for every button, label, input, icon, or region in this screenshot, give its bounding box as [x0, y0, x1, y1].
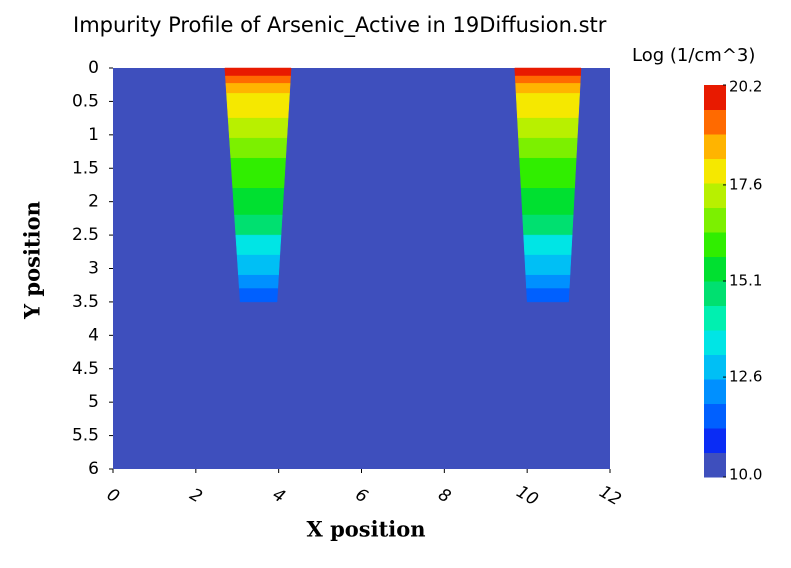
- colorbar-swatch: [704, 428, 726, 453]
- y-tick-label: 2.5: [72, 225, 99, 245]
- x-tick-label: 8: [435, 485, 455, 508]
- y-tick-label: 1: [88, 125, 99, 145]
- contour-band: [229, 137, 288, 159]
- x-axis-label: X position: [306, 517, 425, 542]
- x-tick-label: 6: [352, 485, 372, 508]
- colorbar-title: Log (1/cm^3): [632, 45, 755, 66]
- colorbar-swatch: [704, 452, 726, 478]
- x-tick-label: 10: [513, 482, 542, 510]
- colorbar-swatch: [704, 207, 726, 233]
- contour-band: [234, 214, 283, 236]
- colorbar-swatch: [704, 330, 726, 355]
- contour-band: [522, 214, 574, 236]
- contour-band: [519, 157, 577, 189]
- x-tick-label: 4: [269, 485, 288, 508]
- colorbar-label: 17.6: [729, 175, 762, 193]
- contour-band: [239, 288, 279, 303]
- colorbar-swatch: [704, 232, 726, 257]
- colorbar-label: 10.0: [729, 466, 762, 484]
- x-tick-label: 2: [186, 485, 205, 508]
- y-tick-label: 0.5: [72, 91, 99, 111]
- y-tick-label: 2: [88, 192, 99, 212]
- contour-band: [525, 274, 571, 289]
- colorbar-swatch: [704, 256, 726, 282]
- contour-band: [517, 117, 579, 139]
- contour-band: [515, 83, 581, 94]
- contour-band: [235, 234, 282, 256]
- y-tick-label: 5.5: [72, 426, 99, 446]
- colorbar-swatch: [704, 134, 726, 159]
- contour-band: [225, 83, 291, 94]
- colorbar-swatch: [704, 403, 726, 429]
- contour-band: [514, 67, 582, 77]
- y-tick-label: 3: [88, 259, 99, 279]
- colorbar-swatch: [704, 305, 726, 331]
- x-tick-label: 0: [103, 485, 122, 508]
- contour-band: [515, 93, 580, 119]
- colorbar-swatch: [704, 281, 726, 306]
- y-tick-label: 6: [88, 459, 99, 479]
- colorbar-swatch: [704, 85, 726, 110]
- contour-band: [524, 254, 572, 276]
- contour-band: [238, 274, 279, 289]
- colorbar-swatch: [704, 183, 726, 208]
- colorbar-swatch: [704, 379, 726, 404]
- contour-band: [518, 137, 578, 159]
- contour-band: [227, 117, 289, 139]
- contour-band: [520, 188, 575, 216]
- contour-band: [230, 157, 286, 189]
- colorbar-swatch: [704, 109, 726, 135]
- contour-band: [526, 288, 570, 303]
- y-tick-label: 1.5: [72, 158, 99, 178]
- contour-band: [225, 75, 291, 84]
- y-tick-label: 4.5: [72, 359, 99, 379]
- y-tick-label: 4: [88, 325, 99, 345]
- y-tick-label: 3.5: [72, 292, 99, 312]
- contour-band: [523, 234, 573, 256]
- colorbar-label: 15.1: [729, 272, 762, 290]
- contour-band: [232, 188, 285, 216]
- contour-band: [226, 93, 290, 119]
- colorbar-swatch: [704, 158, 726, 184]
- chart-title: Impurity Profile of Arsenic_Active in 19…: [73, 13, 607, 38]
- colorbar-swatch: [704, 354, 726, 380]
- colorbar-label: 20.2: [729, 78, 762, 96]
- contour-band: [236, 254, 281, 276]
- contour-band: [514, 75, 581, 84]
- colorbar-label: 12.6: [729, 368, 762, 386]
- x-tick-label: 12: [596, 482, 625, 510]
- y-tick-label: 0: [88, 58, 99, 78]
- y-tick-label: 5: [88, 392, 99, 412]
- contour-band: [224, 67, 292, 77]
- y-axis-label: Y position: [20, 201, 45, 320]
